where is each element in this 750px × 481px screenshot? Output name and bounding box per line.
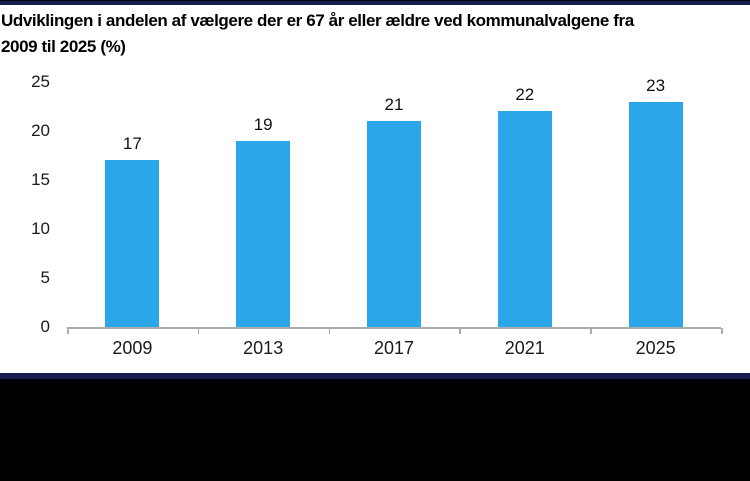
y-axis-tick-label: 15 xyxy=(31,170,50,189)
bar xyxy=(367,121,421,327)
x-axis-label: 2021 xyxy=(504,338,545,358)
y-axis-tick-label: 25 xyxy=(31,72,50,91)
bar-value-label: 23 xyxy=(646,75,666,95)
x-axis-tick xyxy=(459,328,461,334)
bar xyxy=(105,160,160,327)
chart-title-line-1: Udviklingen i andelen af vælgere der er … xyxy=(1,11,634,30)
chart-title-line-2: 2009 til 2025 (%) xyxy=(1,37,126,56)
bottom-divider-line xyxy=(0,373,750,379)
bar xyxy=(628,101,683,327)
bar-value-label: 17 xyxy=(122,134,142,154)
x-axis-label: 2009 xyxy=(112,338,153,358)
chart-title: Udviklingen i andelen af vælgere der er … xyxy=(1,8,749,60)
x-axis-tick xyxy=(197,328,200,334)
x-axis-label: 2013 xyxy=(243,338,284,358)
bar-value-label: 19 xyxy=(253,114,273,134)
x-axis-tick xyxy=(67,328,69,334)
y-axis-tick-label: 10 xyxy=(31,219,50,238)
x-axis-line xyxy=(67,327,721,329)
x-axis-tick xyxy=(328,328,331,334)
bar-value-label: 22 xyxy=(515,85,535,105)
bar xyxy=(236,140,291,327)
bar-value-label: 21 xyxy=(384,95,404,115)
x-axis-tick xyxy=(590,328,592,334)
x-axis-label: 2017 xyxy=(373,338,415,358)
y-axis-tick-label: 5 xyxy=(40,268,50,287)
x-axis-label: 2025 xyxy=(635,338,676,358)
top-border-line xyxy=(0,0,750,5)
y-axis-tick-label: 0 xyxy=(40,317,50,336)
x-axis-tick xyxy=(721,328,723,334)
bar xyxy=(497,111,552,327)
footer-black-area xyxy=(0,379,750,481)
y-axis-tick-label: 20 xyxy=(31,121,50,140)
